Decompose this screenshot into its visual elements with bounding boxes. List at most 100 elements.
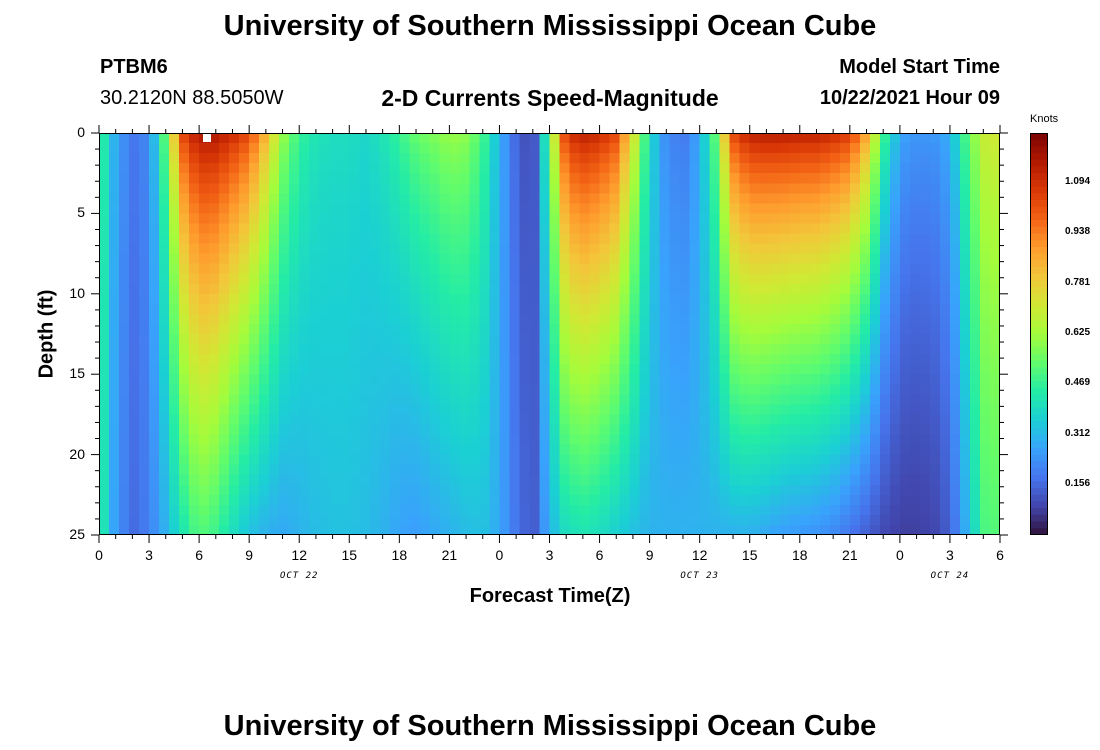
heatmap-cell bbox=[259, 223, 270, 235]
x-tick-label: 15 bbox=[341, 547, 358, 563]
heatmap-cell bbox=[129, 504, 140, 516]
heatmap-cell bbox=[759, 374, 771, 385]
heatmap-cell bbox=[689, 514, 701, 526]
heatmap-cell bbox=[319, 504, 330, 516]
heatmap-cell bbox=[799, 374, 811, 385]
heatmap-cell bbox=[359, 293, 370, 305]
heatmap-cell bbox=[319, 414, 330, 426]
heatmap-cell bbox=[429, 354, 440, 365]
heatmap-cell bbox=[579, 464, 591, 476]
heatmap-cell bbox=[979, 524, 991, 535]
heatmap-cell bbox=[689, 454, 701, 466]
heatmap-cell bbox=[889, 143, 901, 154]
heatmap-cell bbox=[439, 323, 450, 335]
heatmap-cell bbox=[809, 504, 821, 516]
heatmap-cell bbox=[129, 283, 140, 295]
heatmap-cell bbox=[399, 494, 410, 506]
heatmap-cell bbox=[869, 364, 881, 375]
heatmap-cell bbox=[849, 384, 861, 395]
heatmap-cell bbox=[489, 384, 501, 395]
heatmap-cell bbox=[589, 253, 601, 265]
heatmap-cell bbox=[869, 414, 881, 426]
heatmap-cell bbox=[489, 494, 501, 506]
heatmap-cell bbox=[749, 504, 761, 516]
heatmap-cell bbox=[809, 484, 821, 496]
heatmap-cell bbox=[629, 273, 641, 285]
heatmap-cell bbox=[919, 424, 931, 436]
heatmap-cell bbox=[579, 293, 591, 305]
heatmap-cell bbox=[959, 153, 971, 164]
heatmap-cell bbox=[459, 243, 471, 255]
heatmap-cell bbox=[209, 434, 220, 446]
heatmap-cell bbox=[229, 173, 240, 184]
heatmap-cell bbox=[789, 273, 801, 285]
heatmap-cell bbox=[629, 313, 641, 325]
heatmap-cell bbox=[199, 313, 210, 325]
heatmap-cell bbox=[259, 454, 270, 466]
heatmap-cell bbox=[959, 334, 971, 345]
heatmap-cell bbox=[449, 504, 460, 516]
colorbar-swatch bbox=[1030, 287, 1048, 295]
heatmap-cell bbox=[399, 293, 410, 305]
heatmap-cell bbox=[399, 374, 410, 385]
colorbar-swatch bbox=[1030, 494, 1048, 502]
heatmap-cell bbox=[799, 213, 811, 225]
heatmap-cell bbox=[189, 514, 200, 526]
heatmap-cell bbox=[369, 253, 380, 265]
heatmap-cell bbox=[879, 213, 891, 225]
heatmap-cell bbox=[239, 233, 250, 245]
colorbar-swatch bbox=[1030, 166, 1048, 174]
heatmap-cell bbox=[449, 153, 460, 164]
heatmap-cell bbox=[419, 203, 430, 214]
heatmap-cell bbox=[409, 504, 420, 516]
heatmap-cell bbox=[209, 223, 220, 235]
heatmap-cell bbox=[649, 414, 661, 426]
heatmap-cell bbox=[219, 203, 230, 214]
heatmap-cell bbox=[309, 293, 320, 305]
heatmap-cell bbox=[619, 213, 631, 225]
heatmap-cell bbox=[509, 524, 521, 535]
heatmap-cell bbox=[909, 414, 921, 426]
colorbar-swatch bbox=[1030, 427, 1048, 435]
heatmap-cell bbox=[449, 514, 460, 526]
heatmap-cell bbox=[919, 394, 931, 405]
heatmap-cell bbox=[949, 514, 961, 526]
heatmap-cell bbox=[509, 173, 521, 184]
heatmap-cell bbox=[949, 163, 961, 174]
heatmap-cell bbox=[419, 414, 430, 426]
heatmap-cell bbox=[609, 253, 621, 265]
heatmap-cell bbox=[429, 414, 440, 426]
heatmap-cell bbox=[509, 203, 521, 214]
heatmap-cell bbox=[179, 213, 190, 225]
heatmap-cell bbox=[929, 273, 941, 285]
heatmap-cell bbox=[799, 414, 811, 426]
heatmap-cell bbox=[549, 424, 561, 436]
heatmap-cell bbox=[429, 213, 440, 225]
heatmap-cell bbox=[459, 133, 471, 144]
heatmap-cell bbox=[639, 374, 651, 385]
heatmap-cell bbox=[799, 334, 811, 345]
heatmap-cell bbox=[909, 153, 921, 164]
heatmap-cell bbox=[559, 474, 571, 486]
heatmap-cell bbox=[539, 313, 551, 325]
heatmap-cell bbox=[729, 313, 741, 325]
heatmap-cell bbox=[399, 444, 410, 456]
heatmap-cell bbox=[629, 283, 641, 295]
heatmap-cell bbox=[629, 143, 641, 154]
heatmap-cell bbox=[99, 454, 110, 466]
heatmap-cell bbox=[139, 344, 150, 355]
heatmap-cell bbox=[939, 253, 951, 265]
heatmap-cell bbox=[839, 404, 851, 415]
heatmap-cell bbox=[469, 263, 481, 275]
heatmap-cell bbox=[429, 524, 440, 535]
heatmap-cell bbox=[379, 223, 390, 235]
heatmap-cell bbox=[729, 153, 741, 164]
heatmap-cell bbox=[449, 133, 460, 144]
heatmap-cell bbox=[349, 163, 360, 174]
heatmap-cell bbox=[479, 414, 491, 426]
heatmap-cell bbox=[539, 203, 551, 214]
heatmap-cell bbox=[139, 404, 150, 415]
heatmap-cell bbox=[459, 394, 471, 405]
heatmap-cell bbox=[479, 464, 491, 476]
heatmap-cell bbox=[939, 163, 951, 174]
